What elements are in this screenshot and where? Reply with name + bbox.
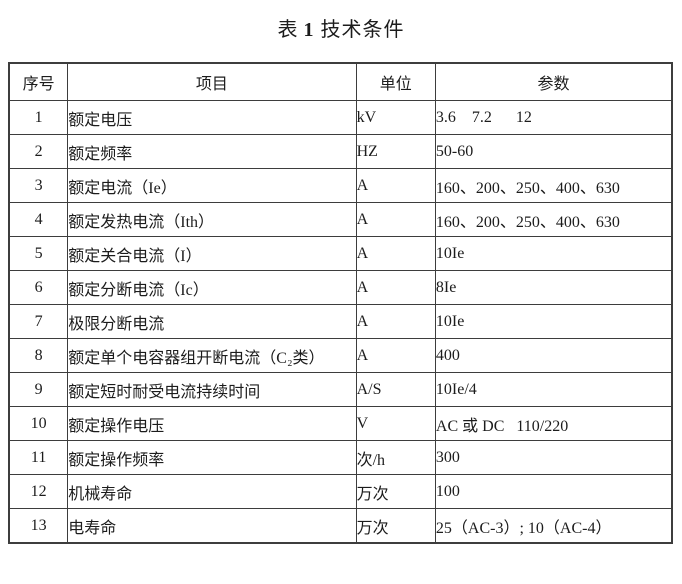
cell-unit: V: [355, 406, 436, 441]
cell-item: 额定电流（Ie）: [67, 168, 357, 203]
cell-item: 额定关合电流（I）: [67, 236, 357, 271]
table-row: 11 额定操作频率 次/h 300: [8, 440, 673, 475]
cell-param: 400: [434, 338, 673, 373]
title-prefix: 表: [277, 19, 299, 41]
cell-param: 10Ie: [434, 236, 673, 271]
title-number: 1: [303, 19, 314, 41]
cell-param: 8Ie: [434, 270, 673, 305]
col-header-no: 序号: [8, 62, 69, 101]
spec-table: 序号 项目 单位 参数 1 额定电压 kV 3.6 7.2 12 2 额定频率 …: [8, 62, 673, 544]
cell-item: 额定短时耐受电流持续时间: [67, 372, 357, 407]
cell-item: 极限分断电流: [67, 304, 357, 339]
title-suffix: 技术条件: [320, 19, 405, 41]
table-row: 9 额定短时耐受电流持续时间 A/S 10Ie/4: [8, 372, 673, 407]
page-title: 表 1 技术条件: [0, 13, 682, 42]
header-row: 序号 项目 单位 参数: [8, 62, 673, 101]
table-row: 4 额定发热电流（Ith） A 160、200、250、400、630: [8, 202, 673, 237]
cell-no: 8: [8, 338, 69, 373]
cell-item: 机械寿命: [67, 474, 357, 509]
cell-no: 11: [8, 440, 69, 475]
table-row: 1 额定电压 kV 3.6 7.2 12: [8, 100, 673, 135]
cell-item: 额定频率: [67, 134, 357, 169]
table-row: 3 额定电流（Ie） A 160、200、250、400、630: [8, 168, 673, 203]
cell-no: 4: [8, 202, 69, 237]
cell-unit: 万次: [355, 508, 436, 544]
cell-item: 额定分断电流（Ic）: [67, 270, 357, 305]
cell-unit: A: [355, 304, 436, 339]
table-row: 2 额定频率 HZ 50-60: [8, 134, 673, 169]
cell-no: 6: [8, 270, 69, 305]
cell-item: 额定电压: [67, 100, 357, 135]
cell-unit: A: [355, 202, 436, 237]
col-header-unit: 单位: [355, 62, 436, 101]
cell-param: 10Ie/4: [434, 372, 673, 407]
table-row: 5 额定关合电流（I） A 10Ie: [8, 236, 673, 271]
table-row: 13 电寿命 万次 25（AC-3）; 10（AC-4）: [8, 508, 673, 544]
cell-param: 3.6 7.2 12: [434, 100, 673, 135]
cell-item: 电寿命: [67, 508, 357, 544]
table-row: 8 额定单个电容器组开断电流（C₂类） A 400: [8, 338, 673, 373]
cell-no: 9: [8, 372, 69, 407]
table-row: 12 机械寿命 万次 100: [8, 474, 673, 509]
table-row: 6 额定分断电流（Ic） A 8Ie: [8, 270, 673, 305]
table-row: 7 极限分断电流 A 10Ie: [8, 304, 673, 339]
cell-unit: A: [355, 168, 436, 203]
cell-unit: A/S: [355, 372, 436, 407]
cell-item: 额定操作频率: [67, 440, 357, 475]
cell-no: 12: [8, 474, 69, 509]
cell-param: 160、200、250、400、630: [434, 168, 673, 203]
cell-no: 2: [8, 134, 69, 169]
cell-item: 额定单个电容器组开断电流（C₂类）: [67, 338, 357, 373]
cell-unit: A: [355, 236, 436, 271]
cell-param: 100: [434, 474, 673, 509]
cell-unit: HZ: [355, 134, 436, 169]
cell-no: 13: [8, 508, 69, 544]
cell-item: 额定操作电压: [67, 406, 357, 441]
cell-param: AC 或 DC 110/220: [434, 406, 673, 441]
cell-no: 1: [8, 100, 69, 135]
col-header-item: 项目: [67, 62, 357, 101]
cell-no: 7: [8, 304, 69, 339]
cell-param: 160、200、250、400、630: [434, 202, 673, 237]
cell-param: 300: [434, 440, 673, 475]
cell-param: 25（AC-3）; 10（AC-4）: [434, 508, 673, 544]
cell-no: 5: [8, 236, 69, 271]
table-row: 10 额定操作电压 V AC 或 DC 110/220: [8, 406, 673, 441]
cell-unit: kV: [355, 100, 436, 135]
cell-unit: 次/h: [355, 440, 436, 475]
cell-unit: A: [355, 338, 436, 373]
cell-param: 10Ie: [434, 304, 673, 339]
cell-no: 10: [8, 406, 69, 441]
col-header-param: 参数: [434, 62, 673, 101]
cell-unit: 万次: [355, 474, 436, 509]
cell-param: 50-60: [434, 134, 673, 169]
cell-unit: A: [355, 270, 436, 305]
cell-no: 3: [8, 168, 69, 203]
cell-item: 额定发热电流（Ith）: [67, 202, 357, 237]
